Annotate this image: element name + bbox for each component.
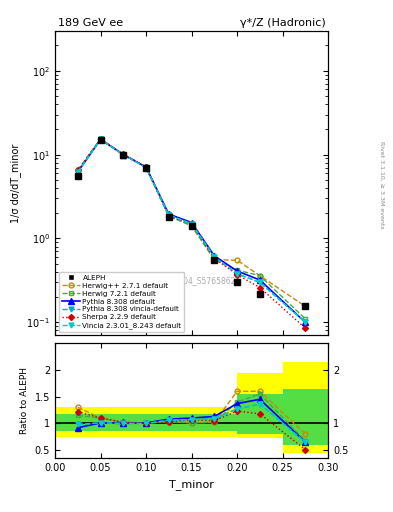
Legend: ALEPH, Herwig++ 2.7.1 default, Herwig 7.2.1 default, Pythia 8.308 default, Pythi: ALEPH, Herwig++ 2.7.1 default, Herwig 7.… [59, 272, 184, 332]
Text: 189 GeV ee: 189 GeV ee [58, 18, 123, 28]
Y-axis label: Ratio to ALEPH: Ratio to ALEPH [20, 367, 29, 434]
X-axis label: T_minor: T_minor [169, 479, 214, 489]
Text: Rivet 3.1.10, ≥ 3.3M events: Rivet 3.1.10, ≥ 3.3M events [379, 140, 384, 228]
Text: γ*/Z (Hadronic): γ*/Z (Hadronic) [240, 18, 325, 28]
Text: ALEPH_2004_S5765862: ALEPH_2004_S5765862 [147, 276, 237, 285]
Y-axis label: 1/σ dσ/dT_minor: 1/σ dσ/dT_minor [10, 143, 21, 223]
